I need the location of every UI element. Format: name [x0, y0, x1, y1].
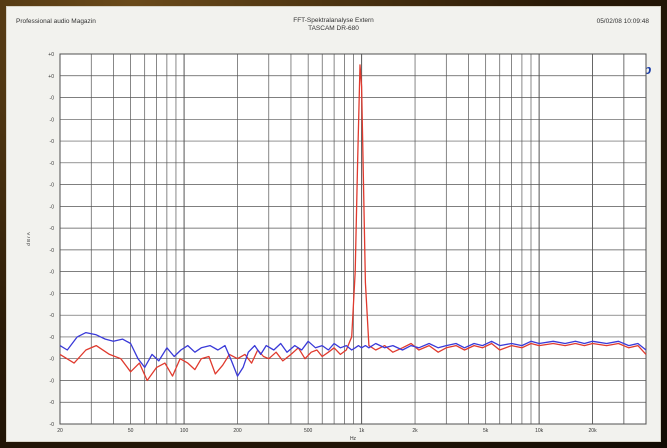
y-tick-label: -0 [50, 270, 55, 276]
y-tick-label: -0 [50, 378, 55, 384]
chart-subtitle: TASCAM DR-680 [308, 25, 359, 32]
y-tick-label: -0 [50, 161, 55, 167]
x-tick-label: 50 [128, 428, 134, 434]
y-tick-label: -0 [50, 335, 55, 341]
y-tick-label: -0 [50, 291, 55, 297]
header-center: FFT-Spektralanalyse Extern TASCAM DR-680 [6, 17, 661, 33]
y-tick-label: -0 [50, 313, 55, 319]
y-tick-label: +0 [48, 52, 54, 58]
x-tick-label: 500 [304, 428, 313, 434]
plot-area [59, 53, 647, 425]
series-line-1 [59, 64, 647, 382]
y-axis-label: d B r A [26, 232, 31, 246]
x-tick-label: 100 [180, 428, 189, 434]
y-tick-label: -0 [50, 357, 55, 363]
x-tick-label: 200 [233, 428, 242, 434]
header-left: Professional audio Magazin [16, 18, 96, 25]
chart-title: FFT-Spektralanalyse Extern [293, 17, 374, 24]
y-tick-label: -0 [50, 117, 55, 123]
y-tick-label: -0 [50, 400, 55, 406]
x-axis-label: Hz [350, 436, 357, 442]
y-tick-label: -0 [50, 183, 55, 189]
y-tick-label: -0 [50, 204, 55, 210]
header-timestamp: 05/02/08 10:09:48 [596, 18, 649, 25]
x-tick-label: 5k [483, 428, 489, 434]
y-tick-label: +0 [48, 74, 54, 80]
x-tick-label: 20 [57, 428, 63, 434]
y-tick-label: -0 [50, 422, 55, 428]
y-tick-label: -0 [50, 226, 55, 232]
x-tick-label: 20k [589, 428, 598, 434]
y-tick-label: -0 [50, 248, 55, 254]
y-tick-label: -0 [50, 139, 55, 145]
x-tick-label: 10k [535, 428, 544, 434]
x-tick-label: 1k [359, 428, 365, 434]
x-tick-label: 2k [412, 428, 418, 434]
series-line-2 [59, 331, 647, 377]
y-tick-label: -0 [50, 96, 55, 102]
